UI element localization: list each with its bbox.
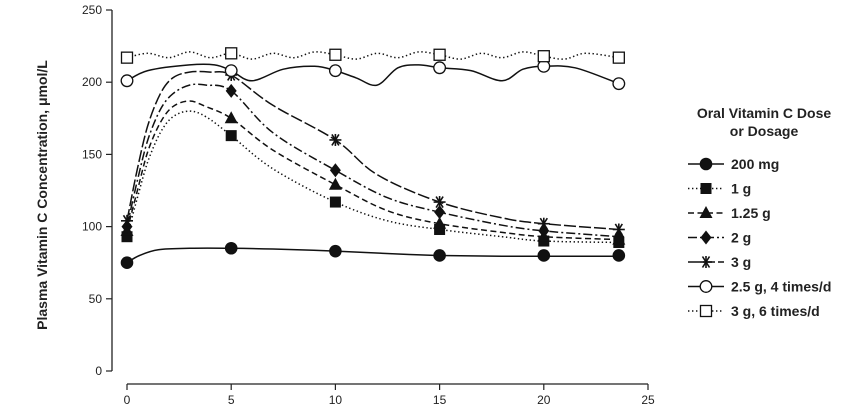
legend-swatch-marker	[699, 280, 713, 293]
legend-label: 2.5 g, 4 times/d	[731, 279, 831, 295]
x-tick-label: 10	[329, 393, 343, 407]
legend-swatch-marker	[699, 157, 713, 171]
data-point	[121, 214, 133, 227]
legend-item-3-g: 3 g	[688, 254, 751, 270]
data-point	[329, 196, 341, 208]
legend-item-3-g-6-times-d: 3 g, 6 times/d	[688, 303, 820, 319]
data-point	[433, 48, 446, 61]
legend-swatch-marker	[699, 206, 713, 218]
y-axis-ticks: 0 50 100 150 200 250	[82, 3, 112, 378]
x-tick-label: 0	[124, 393, 131, 407]
data-point	[121, 231, 133, 243]
data-point	[329, 48, 342, 61]
legend-swatch-marker	[700, 256, 712, 268]
y-tick-label: 0	[95, 364, 102, 378]
data-point	[224, 111, 238, 124]
legend-label: 3 g, 6 times/d	[731, 303, 820, 319]
y-axis-title: Plasma Vitamin C Concentration, μmol/L	[34, 60, 50, 330]
legend-label: 2 g	[731, 230, 751, 246]
data-point	[537, 249, 551, 262]
legend-label: 3 g	[731, 254, 751, 270]
y-tick-label: 150	[82, 147, 102, 161]
legend-title-line-1: Oral Vitamin C Dose	[697, 105, 832, 121]
data-point	[433, 196, 446, 209]
data-point	[537, 217, 550, 230]
legend-item-1-g: 1 g	[688, 181, 751, 197]
series-line	[126, 100, 619, 241]
data-point	[120, 256, 134, 270]
data-point	[434, 223, 446, 235]
legend-item-2-g: 2 g	[688, 230, 751, 246]
data-point	[329, 163, 341, 178]
x-tick-label: 20	[537, 393, 551, 407]
series-line	[126, 83, 619, 238]
series-line	[126, 63, 620, 87]
data-point	[329, 244, 342, 258]
data-point	[224, 241, 238, 255]
y-tick-label: 50	[89, 292, 103, 306]
data-point	[612, 223, 625, 236]
data-point	[612, 249, 626, 262]
data-point	[328, 64, 342, 78]
x-axis-ticks: 0 5 10 15 20 25	[124, 384, 655, 407]
legend-title-line-2: or Dosage	[730, 123, 799, 139]
legend-swatch-marker	[700, 183, 712, 194]
data-point	[225, 130, 237, 142]
data-point	[120, 51, 134, 64]
data-point	[537, 50, 550, 63]
legend-swatch-marker	[700, 230, 712, 245]
x-tick-label: 25	[641, 393, 655, 407]
legend-item-200-mg: 200 mg	[688, 156, 779, 172]
series-line	[126, 247, 619, 264]
series-line	[126, 51, 619, 60]
data-point	[225, 83, 237, 98]
x-tick-label: 15	[433, 393, 447, 407]
data-point	[224, 64, 238, 78]
series-line	[126, 70, 619, 231]
legend-label: 1.25 g	[731, 205, 771, 221]
series-2-g	[121, 83, 625, 244]
y-tick-label: 200	[82, 75, 102, 89]
series-2-5-g-4-times-d	[120, 59, 626, 91]
y-tick-label: 100	[82, 220, 102, 234]
data-point	[612, 51, 625, 64]
x-tick-label: 5	[228, 393, 235, 407]
series-3-g-6-times-d	[120, 47, 625, 64]
y-tick-label: 250	[82, 3, 102, 17]
legend-label: 200 mg	[731, 156, 779, 172]
data-point	[433, 249, 446, 262]
legend-items: 200 mg 1 g 1.25 g 2 g 3 g 2.5 g, 4 times/d 3 g…	[688, 156, 831, 319]
data-point	[328, 177, 342, 190]
data-point	[434, 205, 446, 220]
legend-label: 1 g	[731, 181, 751, 197]
data-point	[433, 61, 447, 75]
series-layer	[120, 47, 626, 270]
legend-swatch-marker	[699, 304, 713, 318]
data-point	[225, 47, 238, 60]
axes: 0 50 100 150 200 250 0 5 10 15 20 25 Plasma Vitami…	[34, 3, 655, 407]
data-point	[120, 74, 134, 88]
legend-item-1-25-g: 1.25 g	[688, 205, 771, 221]
data-point	[433, 216, 447, 229]
data-point	[612, 77, 626, 91]
series-3-g	[121, 68, 625, 236]
data-point	[329, 133, 342, 146]
series-200-mg	[120, 241, 626, 270]
legend: Oral Vitamin C Dose or Dosage 200 mg 1 g 1…	[688, 105, 831, 319]
legend-item-2-5-g-4-times-d: 2.5 g, 4 times/d	[688, 279, 831, 295]
series-1-g	[121, 110, 625, 248]
